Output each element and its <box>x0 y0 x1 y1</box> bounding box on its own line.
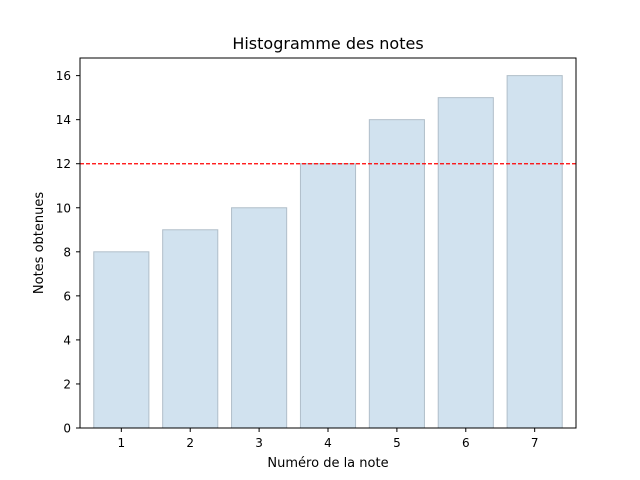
y-tick-label: 8 <box>63 245 71 259</box>
bar-5 <box>368 119 425 429</box>
y-tick-label: 2 <box>63 377 71 391</box>
x-tick-label: 2 <box>186 436 194 450</box>
bar-3 <box>231 207 288 429</box>
chart-title: Histogramme des notes <box>232 34 423 53</box>
x-ticks-group: 1 2 3 4 5 6 7 <box>118 428 539 450</box>
x-tick-label: 4 <box>324 436 332 450</box>
x-tick-label: 5 <box>393 436 401 450</box>
bar-7 <box>506 75 563 429</box>
y-tick-label: 16 <box>56 69 71 83</box>
x-tick-label: 3 <box>255 436 263 450</box>
y-axis-label: Notes obtenues <box>32 192 47 294</box>
bar-4 <box>299 163 357 429</box>
bar-2 <box>162 229 219 429</box>
plot-frame <box>79 57 577 429</box>
y-tick-label: 10 <box>56 201 71 215</box>
y-tick-label: 4 <box>63 333 71 347</box>
y-tick-label: 14 <box>56 113 71 127</box>
bar-6 <box>437 97 494 429</box>
x-tick-label: 7 <box>531 436 539 450</box>
x-tick-label: 1 <box>118 436 126 450</box>
y-tick-label: 6 <box>63 289 71 303</box>
y-tick-label: 0 <box>63 422 71 436</box>
bars-group <box>93 75 563 429</box>
x-axis-label: Numéro de la note <box>267 456 388 471</box>
y-ticks-group: 0 2 4 6 8 10 12 14 16 <box>56 69 80 436</box>
y-tick-label: 12 <box>56 157 71 171</box>
x-tick-label: 6 <box>462 436 470 450</box>
bar-1 <box>93 251 150 429</box>
